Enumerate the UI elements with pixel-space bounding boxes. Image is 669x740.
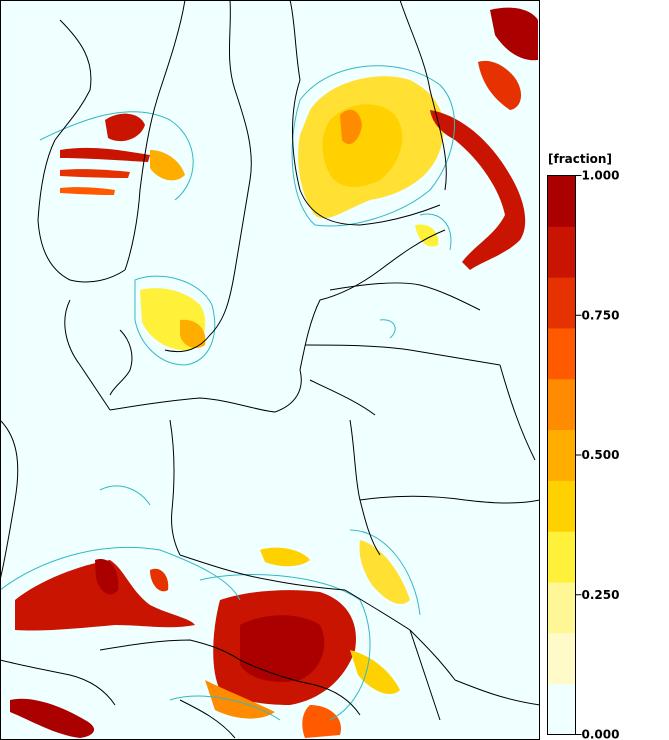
border-poland-east [349, 419, 381, 556]
coast-finland [292, 79, 441, 226]
coast-scandinavia-west [37, 19, 126, 283]
legend-swatch [547, 175, 576, 227]
legend-swatch [547, 429, 576, 481]
patch-ukraine-west [359, 540, 410, 605]
fraction-patches [10, 7, 538, 738]
border-alps [0, 659, 116, 706]
legend-frame [547, 175, 576, 735]
legend-tick-label: 0.250 [582, 588, 620, 602]
border-finland-russia [399, 0, 447, 191]
border-belarus-ukraine [359, 495, 540, 504]
legend-swatch [547, 582, 576, 634]
patch-finland-red [340, 109, 362, 145]
border-romania [409, 629, 441, 721]
patch-carpathians-edge [205, 680, 275, 719]
patch-czech-north [150, 568, 169, 592]
coast-sweden-east [164, 0, 252, 353]
patch-russia-ne-2 [478, 60, 522, 110]
border-lithuania-belarus [309, 379, 376, 416]
patch-alps-west [10, 698, 95, 738]
border-austria [99, 639, 241, 661]
legend-ticks: 1.000 0.750 0.500 0.250 0.000 [575, 169, 620, 740]
border-czech-poland [179, 554, 346, 591]
legend-swatch [547, 531, 576, 583]
coast-germany-poland [109, 369, 302, 413]
legend-swatch [547, 327, 576, 380]
patch-russia-ne [490, 7, 538, 61]
legend-swatch [547, 683, 576, 735]
legend-tick-label: 0.500 [582, 448, 620, 462]
border-estonia-latvia [329, 282, 481, 311]
borders [0, 0, 540, 739]
border-ukraine-south [454, 679, 540, 706]
patch-germany-south [15, 560, 195, 631]
map-canvas [0, 0, 540, 740]
coast-denmark [64, 299, 111, 411]
border-russia-west [499, 364, 536, 461]
patch-baltic-estonia [415, 224, 439, 247]
legend-tick-label: 0.000 [582, 728, 620, 740]
legend-swatch [547, 480, 576, 532]
border-hungary [239, 659, 361, 716]
patch-norway-2 [60, 147, 150, 162]
legend-tick-label: 0.750 [582, 308, 620, 322]
patch-germany-south-2 [95, 559, 119, 595]
legend-title: [fraction] [548, 152, 612, 166]
border-latvia-lithuania [304, 344, 501, 366]
patch-norway-5 [150, 150, 185, 181]
border-germany-west [0, 419, 19, 581]
legend-tick-label: 1.000 [582, 169, 620, 183]
legend-swatch [547, 378, 576, 431]
legend-swatches [547, 175, 576, 735]
patch-romania [350, 650, 400, 695]
border-germany-poland [169, 419, 181, 556]
patch-norway-3 [60, 169, 130, 178]
colorbar-legend: [fraction] 1.000 0.750 0.500 0.250 0.000 [547, 152, 620, 740]
border-sweden-finland [289, 0, 301, 81]
border-norway-sweden [124, 0, 186, 271]
patch-romania-2 [302, 705, 341, 738]
patch-carpathians-core [240, 615, 325, 682]
coast-denmark-islands [109, 329, 133, 396]
patch-norway-1 [105, 113, 145, 142]
patch-russia-band [430, 110, 526, 270]
patch-norway-4 [60, 187, 115, 195]
coast-baltic-states [299, 229, 446, 371]
legend-swatch [547, 226, 576, 278]
patch-sweden-south-2 [180, 319, 206, 349]
legend-swatch [547, 277, 576, 329]
border-balkans [179, 699, 236, 739]
patch-poland-south [260, 547, 310, 567]
legend-swatch [547, 632, 576, 685]
